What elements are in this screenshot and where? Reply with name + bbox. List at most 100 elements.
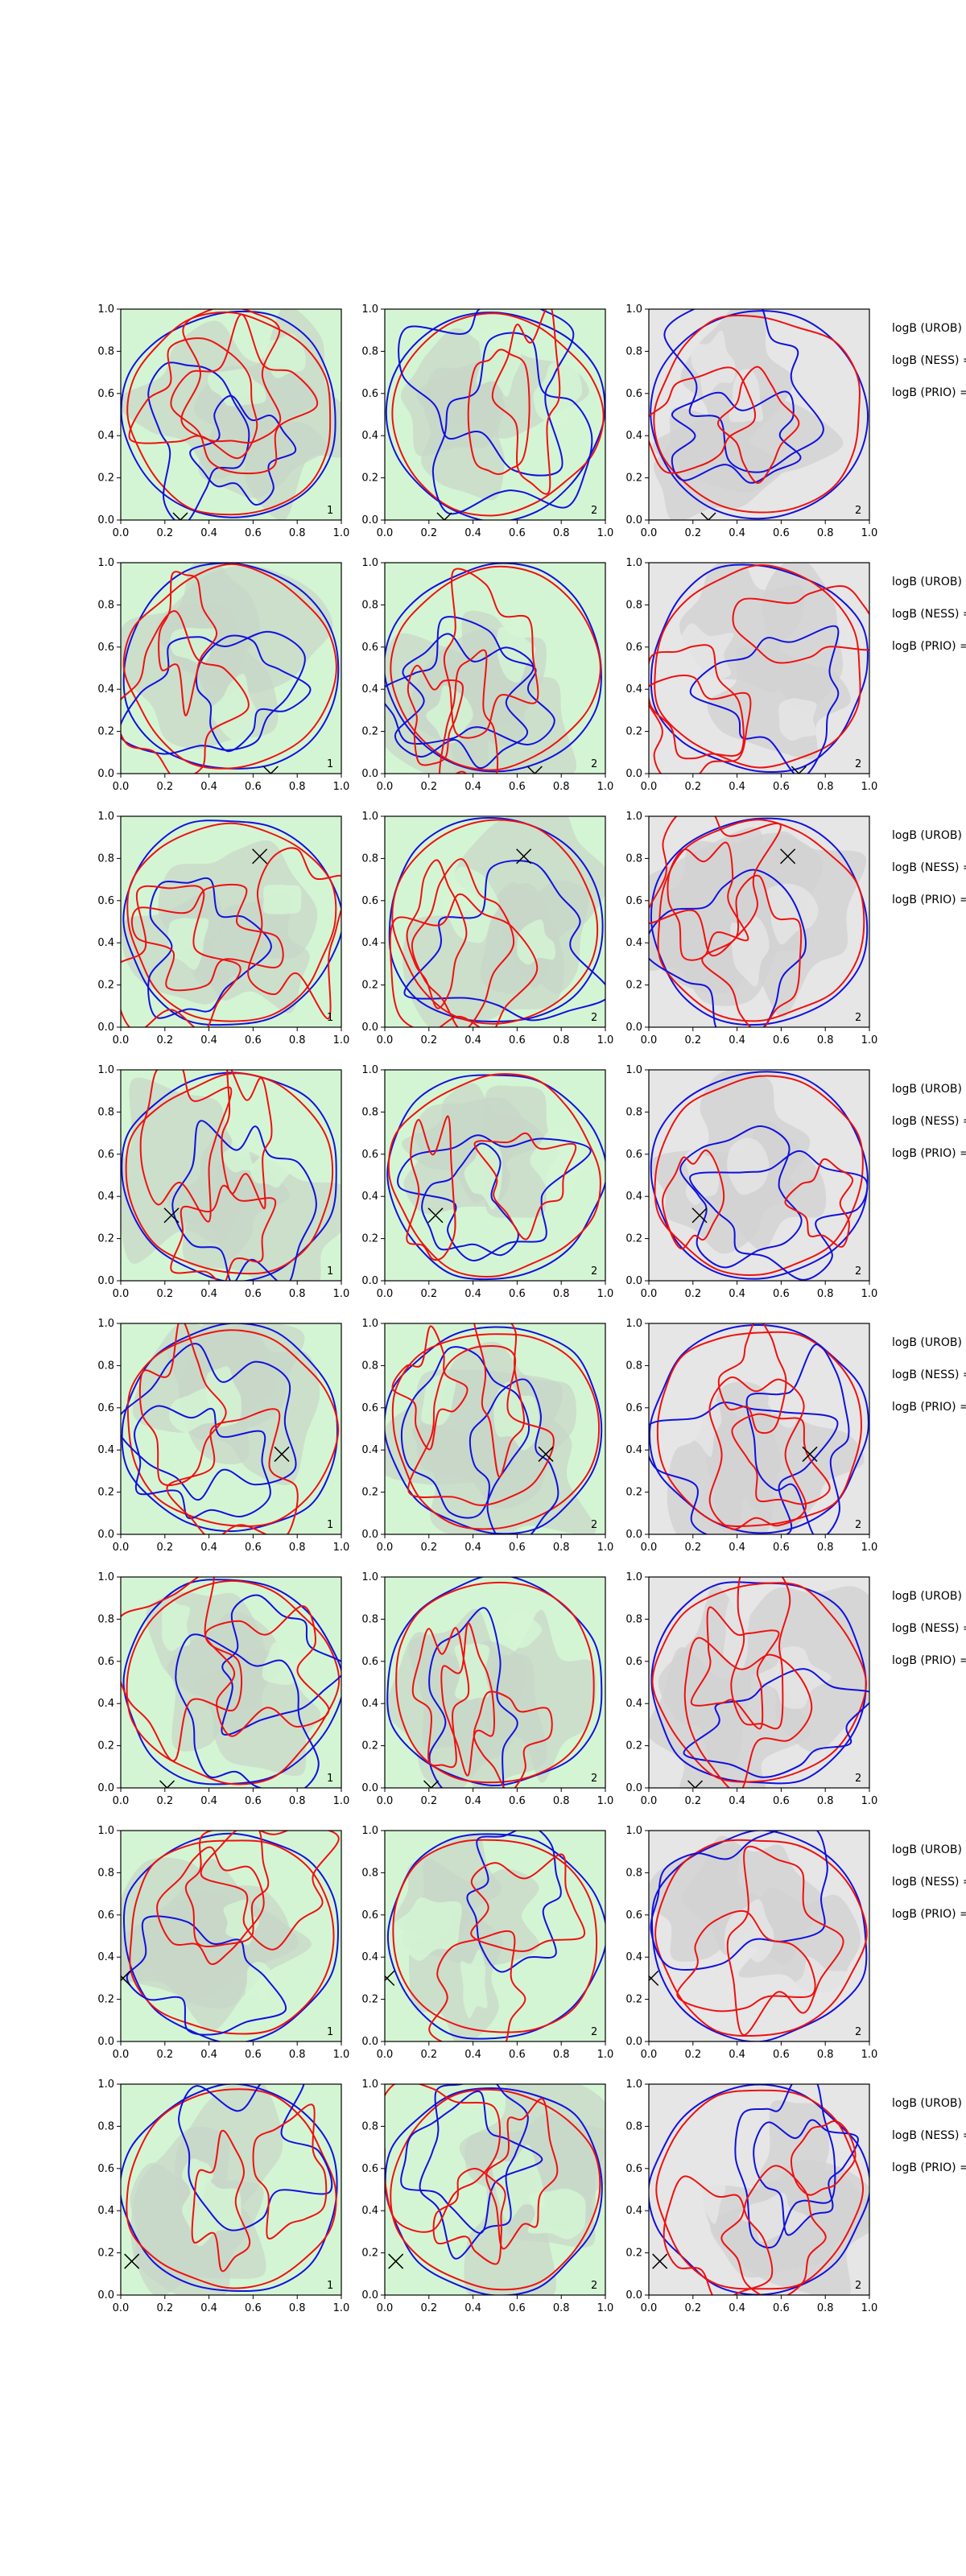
annotation-label: logB (PRIO) = [892,640,966,653]
x-marker [780,848,796,865]
x-tick-label: 0.0 [377,527,394,539]
annotation-label: logB (PRIO) = [892,894,966,906]
x-tick-label: 0.2 [684,2302,701,2314]
red-contour [726,1845,844,2036]
axes-frame [120,1323,342,1535]
light-patch [262,333,306,378]
red-contour [654,564,861,769]
filled-contour [166,1132,290,1261]
panel-tag: 2 [855,758,861,770]
y-tick-label: 0.6 [361,895,378,907]
x-tick-label: 0.8 [553,1795,570,1807]
x-tick-label: 0.0 [113,1288,130,1300]
x-tick-label: 0.6 [245,1795,262,1807]
y-tick-label: 0.8 [97,599,114,611]
x-tick-label: 0.4 [464,2302,481,2314]
axes-frame [384,815,606,1028]
red-contour [126,1329,340,1527]
red-contour [166,1408,299,1534]
panel-tag: 2 [591,505,597,517]
x-tick-label: 0.4 [729,2302,745,2314]
blue-contour [385,563,602,773]
y-tick-label: 0.0 [361,768,378,780]
blue-contour [171,1120,317,1281]
y-tick-label: 0.8 [97,852,114,865]
x-tick-label: 0.6 [509,1542,526,1554]
red-contour [676,1909,816,2013]
blue-contour [400,2090,543,2234]
y-tick-label: 0.0 [625,514,642,526]
red-contour [138,1323,227,1487]
annotation-label: logB (NESS) = [892,1115,966,1128]
x-tick-label: 0.0 [641,781,658,793]
y-tick-label: 0.6 [361,1909,378,1922]
blue-contour [121,310,336,518]
y-tick-label: 0.0 [625,1022,642,1034]
x-tick-label: 1.0 [597,1795,614,1807]
red-contour [683,1637,813,1788]
y-tick-label: 1.0 [625,1318,642,1330]
x-tick-label: 0.0 [377,781,394,793]
annotation-label: logB (PRIO) = [892,1654,966,1667]
x-tick-label: 0.0 [377,1288,394,1300]
x-tick-label: 0.0 [377,1542,394,1554]
blue-contour [421,1142,519,1257]
x-marker [274,1446,290,1462]
y-tick-label: 1.0 [97,303,114,316]
x-tick-label: 0.6 [245,1288,262,1300]
x-tick-label: 0.2 [156,1288,173,1300]
x-tick-label: 0.8 [289,527,306,539]
light-patch [503,1610,543,1649]
x-tick-label: 0.0 [641,1034,658,1046]
subplot: 2 0.0 0.2 0.4 0.6 0.8 1.0 0.0 0.2 0.4 0.6 0.8 1.0 [361,1825,613,2061]
blue-contour [147,877,272,1019]
x-tick-label: 0.0 [377,1034,394,1046]
x-marker [388,2253,404,2269]
y-tick-label: 0.2 [361,1487,378,1499]
panel-tag: 2 [591,1265,597,1278]
x-tick-label: 1.0 [597,781,614,793]
annotation-label: logB (UROB) = [892,2097,966,2110]
blue-contour [195,634,312,753]
y-tick-label: 1.0 [361,303,378,316]
x-marker [430,1780,440,1788]
annotation-label: logB (PRIO) = [892,2161,966,2174]
y-tick-label: 0.4 [97,1444,114,1456]
y-tick-label: 0.2 [361,726,378,738]
light-patch [755,1646,832,1709]
y-tick-label: 0.4 [97,1951,114,1963]
axes-frame [648,1323,870,1535]
x-tick-label: 0.2 [156,527,173,539]
axes-frame [120,2083,342,2296]
y-tick-label: 1.0 [361,2079,378,2091]
blue-contour [121,1071,337,1281]
x-tick-label: 0.4 [464,1034,481,1046]
y-tick-label: 0.6 [625,1402,642,1414]
x-tick-label: 0.2 [684,527,701,539]
y-tick-label: 0.2 [97,1233,114,1245]
y-tick-label: 0.4 [625,1191,642,1203]
y-tick-label: 1.0 [361,811,378,823]
x-tick-label: 0.8 [553,1288,570,1300]
x-tick-label: 0.6 [509,1034,526,1046]
y-tick-label: 0.2 [97,980,114,992]
y-tick-label: 0.4 [625,683,642,696]
red-contour [191,2129,251,2273]
blue-contour [385,312,605,520]
x-tick-label: 0.4 [200,1034,217,1046]
y-tick-label: 0.8 [625,345,642,357]
light-patch [222,1133,254,1173]
blue-contour [419,2084,529,2260]
red-contour [467,349,530,475]
filled-contour [652,394,844,493]
panel-tag: 2 [855,2280,861,2292]
blue-contour [649,1402,839,1534]
x-tick-label: 0.4 [729,781,745,793]
plot-area [121,309,341,520]
blue-contour [671,390,802,484]
y-tick-label: 0.8 [625,1867,642,1879]
light-patch [391,1897,462,1961]
y-tick-label: 0.2 [361,1740,378,1752]
y-tick-label: 0.4 [625,1698,642,1710]
y-tick-label: 0.2 [361,1994,378,2006]
